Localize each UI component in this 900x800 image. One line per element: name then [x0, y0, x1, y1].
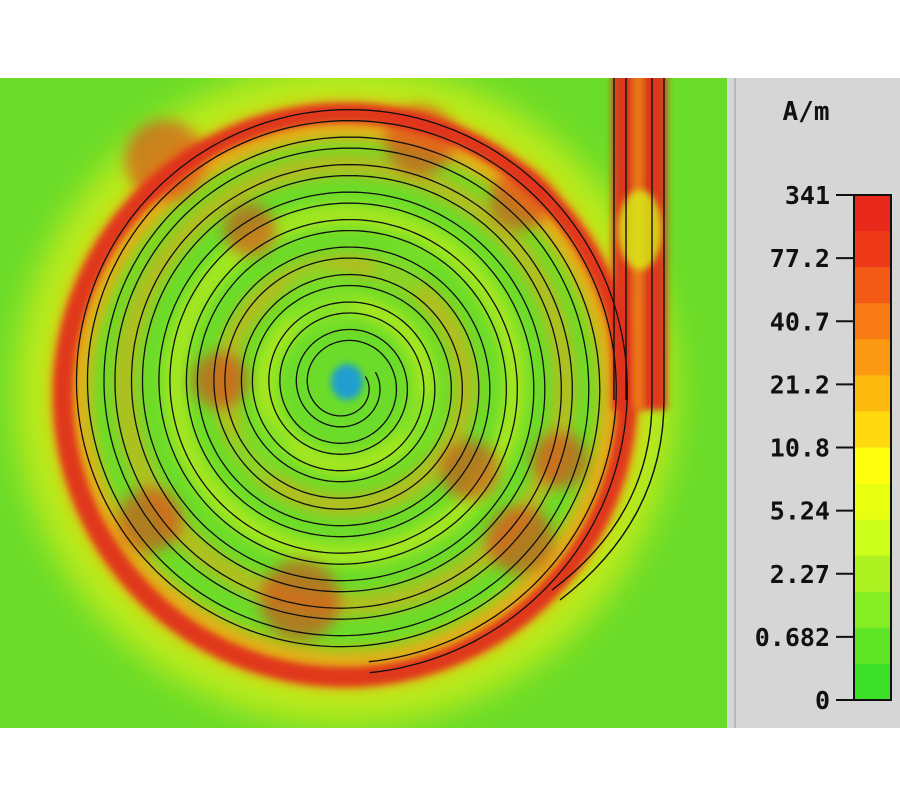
- field-hot-patch: [224, 204, 276, 256]
- legend-ticks: 341 77.2 40.7 21.2 10.8 5.24 2.27 0.682 0: [755, 181, 854, 715]
- legend-color-band: [854, 519, 891, 557]
- legend-color-band: [854, 627, 891, 665]
- field-intensity-layer: [15, 78, 675, 725]
- legend-unit-label: A/m: [783, 97, 830, 127]
- feed-line-bend: [551, 399, 653, 591]
- legend-color-bar: [854, 195, 891, 701]
- legend-color-band: [854, 231, 891, 268]
- legend-color-band: [854, 663, 891, 701]
- field-hot-patch: [260, 560, 340, 640]
- field-hot-patch: [532, 432, 588, 488]
- field-hot-patch: [440, 440, 500, 500]
- legend-tick-label: 0.682: [755, 623, 830, 652]
- legend-color-band: [854, 303, 891, 340]
- legend-tick-label: 21.2: [770, 370, 830, 399]
- legend-color-band: [854, 447, 891, 485]
- legend-tick-label: 2.27: [770, 560, 830, 589]
- field-map: [0, 78, 727, 728]
- legend-tick-label: 40.7: [770, 307, 830, 336]
- legend-color-band: [854, 339, 891, 376]
- legend-tick-label: 10.8: [770, 434, 830, 463]
- feed-line-field-node: [618, 190, 662, 270]
- field-hot-patch: [385, 105, 455, 175]
- legend-tick-label: 77.2: [770, 244, 830, 273]
- field-hot-patch: [490, 170, 550, 230]
- field-center-spot: [331, 364, 363, 400]
- feed-line-bend: [559, 399, 665, 601]
- spiral-coil-outline: [75, 108, 628, 674]
- legend-color-band: [854, 555, 891, 593]
- legend-color-band: [854, 375, 891, 412]
- field-hot-patch: [125, 120, 205, 200]
- field-hot-patch: [192, 352, 248, 408]
- feed-line-outline: [551, 78, 665, 601]
- field-cool-patch: [230, 420, 290, 480]
- legend-tick-label: 0: [815, 686, 830, 715]
- field-cool-patch: [285, 265, 355, 335]
- legend-tick-label: 5.24: [770, 497, 830, 526]
- legend-tick-label: 341: [785, 181, 830, 210]
- field-inner-ring: [164, 204, 526, 566]
- legend-color-band: [854, 411, 891, 448]
- legend-color-band: [854, 195, 891, 232]
- color-legend: A/m 341 77.2 40.7 21.2 10.8 5.24 2.27 0.682 0: [727, 78, 900, 728]
- spiral-track-outer-edge: [75, 108, 628, 674]
- field-cool-patch: [372, 242, 428, 298]
- legend-color-band: [854, 591, 891, 629]
- spiral-track-inner-edge: [86, 119, 617, 663]
- legend-color-band: [854, 483, 891, 521]
- legend-color-band: [854, 267, 891, 304]
- field-hot-patch: [118, 488, 182, 552]
